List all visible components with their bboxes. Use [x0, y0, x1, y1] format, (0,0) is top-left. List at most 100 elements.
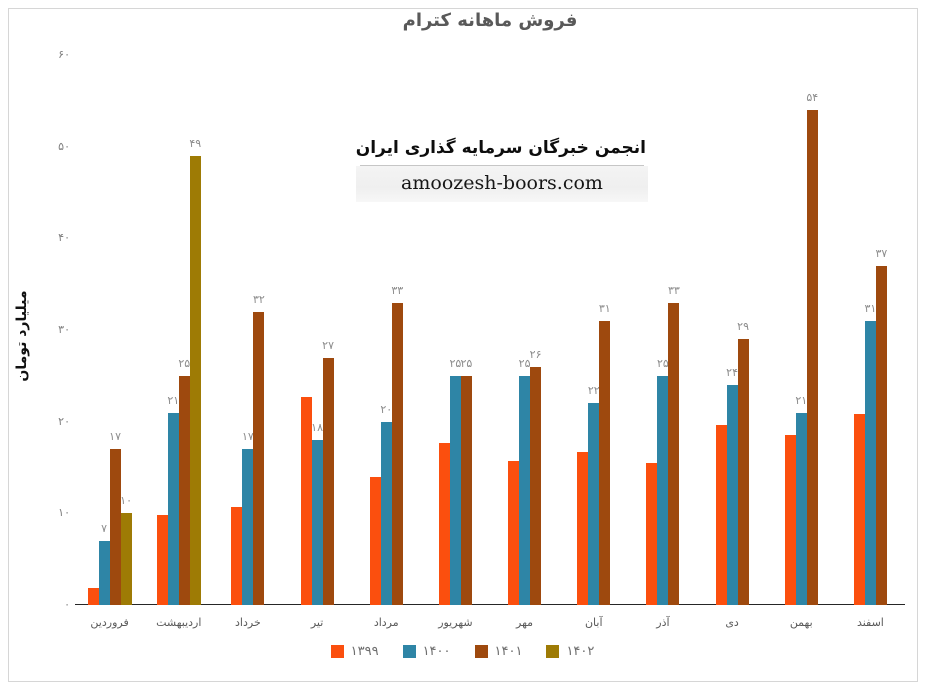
month-label: فروردین — [90, 616, 129, 629]
bar-group — [300, 357, 334, 605]
bar-label: ۲۵ — [460, 356, 473, 370]
legend-swatch-icon — [546, 645, 560, 658]
bar-label: ۲۵ — [449, 356, 462, 370]
bar — [322, 357, 334, 605]
month-label: خرداد — [235, 616, 261, 629]
bar-group — [784, 110, 818, 605]
bar-group — [369, 302, 403, 605]
month-label: دی — [725, 616, 739, 629]
bar — [519, 375, 531, 605]
legend-label: ۱۴۰۱ — [494, 644, 523, 659]
month-label: اسفند — [856, 616, 884, 629]
month-label: بهمن — [789, 616, 813, 629]
bar — [369, 476, 381, 605]
bar-label: ۳۱ — [864, 301, 877, 315]
chart-title: فروش ماهانه کترام — [402, 10, 578, 31]
bar-label: ۲۵ — [518, 356, 531, 370]
bar-group — [231, 311, 265, 605]
bar-label: ۱۸ — [311, 421, 323, 434]
bar-group — [715, 339, 749, 605]
y-axis-title: میلیارد تومان — [14, 290, 30, 382]
bar-label: ۳۷ — [875, 246, 888, 260]
bar-group — [577, 320, 611, 605]
bar-label: ۳۳ — [667, 283, 680, 297]
bar — [98, 540, 110, 605]
bar-label: ۲۶ — [529, 347, 542, 361]
bar — [156, 515, 168, 605]
legend-item: ۱۴۰۱ — [474, 644, 523, 659]
legend-item: ۱۴۰۰ — [402, 644, 451, 659]
bar — [242, 449, 254, 605]
legend-label: ۱۴۰۰ — [422, 644, 451, 659]
bar-label: ۲۵ — [656, 356, 669, 370]
bar — [853, 414, 865, 605]
legend-swatch-icon — [474, 645, 488, 658]
bar — [231, 506, 243, 605]
bar-label: ۱۷ — [109, 430, 121, 444]
bar — [460, 375, 472, 605]
bar — [253, 311, 265, 605]
legend-label: ۱۳۹۹ — [350, 644, 379, 659]
bar — [311, 440, 323, 605]
y-tick-label: ۴۰ — [58, 231, 70, 245]
bar-group — [853, 265, 887, 605]
month-label: آذر — [656, 616, 670, 629]
bar — [167, 412, 179, 605]
bar — [599, 320, 611, 605]
bar-label: ۲۴ — [726, 366, 738, 379]
bar-label: ۳۱ — [598, 301, 611, 315]
bar — [508, 461, 520, 605]
bar — [391, 302, 403, 605]
bar — [715, 425, 727, 605]
x-axis-line — [75, 604, 905, 605]
y-tick-label: ۳۰ — [58, 323, 70, 336]
bar — [120, 513, 132, 605]
bar — [795, 412, 807, 605]
y-tick-label: ۱۰ — [58, 506, 70, 520]
bar — [178, 375, 190, 605]
legend-label: ۱۴۰۲ — [566, 644, 595, 659]
bar — [588, 403, 600, 605]
watermark-org-name: انجمن خبرگان سرمایه گذاری ایران — [355, 138, 646, 158]
bar-group — [156, 155, 201, 605]
bar-group — [438, 375, 472, 605]
bar-label: ۷ — [101, 521, 108, 535]
y-tick-label: ۲۰ — [58, 414, 70, 428]
legend-swatch-icon — [402, 645, 416, 658]
bar — [875, 265, 887, 605]
bar — [449, 375, 461, 605]
bar — [577, 451, 589, 605]
month-label: شهریور — [438, 616, 473, 629]
chart-legend: ۱۳۹۹ ۱۴۰۰ ۱۴۰۱ ۱۴۰۲ — [0, 644, 925, 659]
bar-label: ۴۹ — [189, 136, 202, 150]
watermark: انجمن خبرگان سرمایه گذاری ایران amoozesh… — [356, 132, 648, 202]
bar-label: ۲۹ — [737, 320, 749, 334]
month-label: اردیبهشت — [156, 616, 202, 629]
bar — [737, 339, 749, 605]
bar-label: ۵۴ — [806, 91, 819, 104]
legend-item: ۱۳۹۹ — [330, 644, 379, 659]
bar — [189, 155, 201, 605]
bar — [657, 375, 669, 605]
month-label: مرداد — [373, 616, 399, 629]
month-label: تیر — [310, 616, 324, 629]
bar-label: ۲۵ — [178, 356, 191, 370]
bar-group — [646, 302, 680, 605]
bar — [784, 435, 796, 605]
bar-label: ۱۰ — [120, 494, 132, 508]
bar-label: ۲۷ — [322, 338, 334, 352]
watermark-divider — [360, 165, 644, 166]
bar-label: ۲۰ — [380, 402, 393, 416]
month-label: آبان — [584, 616, 603, 629]
bar — [109, 449, 121, 605]
bar — [806, 110, 818, 605]
legend-swatch-icon — [330, 645, 344, 658]
y-tick-label: ۵۰ — [58, 139, 70, 153]
bar-label: ۲۱ — [795, 393, 808, 407]
bar-group — [508, 366, 542, 605]
bar — [668, 302, 680, 605]
bar-label: ۳۲ — [252, 292, 265, 306]
bar-label: ۳۳ — [391, 283, 404, 297]
bar — [530, 366, 542, 605]
